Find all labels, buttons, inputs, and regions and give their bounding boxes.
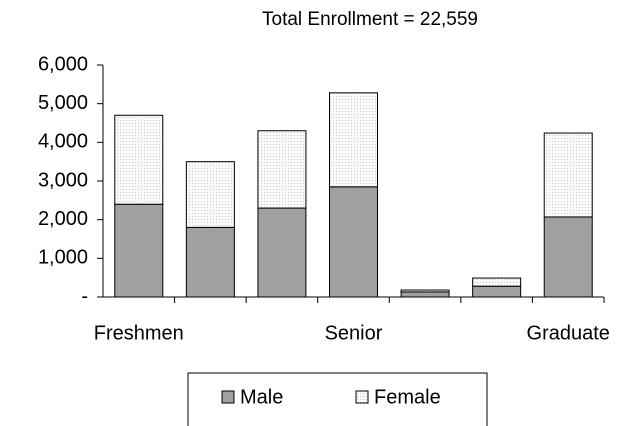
bar-segment <box>185 226 235 298</box>
bar-segment <box>257 207 307 298</box>
legend-label: Female <box>374 386 441 408</box>
y-tick-label: 1,000 <box>38 247 88 269</box>
chart-title: Total Enrollment = 22,559 <box>262 9 478 30</box>
bar-segment <box>543 132 593 218</box>
y-tick-label: - <box>81 285 88 307</box>
y-tick-label: 3,000 <box>38 169 88 191</box>
bar-segment <box>114 114 164 205</box>
y-tick-label: 6,000 <box>38 53 88 75</box>
x-tick-label: Freshmen <box>94 322 184 344</box>
bar-segment <box>114 203 164 298</box>
bar-segment <box>400 291 450 298</box>
legend-box <box>187 372 488 426</box>
y-tick-label: 2,000 <box>38 208 88 230</box>
bar-segment <box>185 161 235 228</box>
bar-segment <box>329 186 378 298</box>
bar-segment <box>329 92 378 188</box>
bar-segment <box>472 277 522 287</box>
y-tick-label: 5,000 <box>38 92 88 114</box>
bar-segment <box>400 289 450 293</box>
x-tick-label: Senior <box>325 322 383 344</box>
x-tick-label: Graduate <box>527 322 610 344</box>
legend-swatch <box>355 390 369 404</box>
bar-segment <box>543 216 593 298</box>
bar-segment <box>472 285 522 298</box>
y-tick-label: 4,000 <box>38 131 88 153</box>
bar-segment <box>257 130 307 209</box>
legend-label: Male <box>240 386 283 408</box>
legend-swatch <box>221 390 235 404</box>
